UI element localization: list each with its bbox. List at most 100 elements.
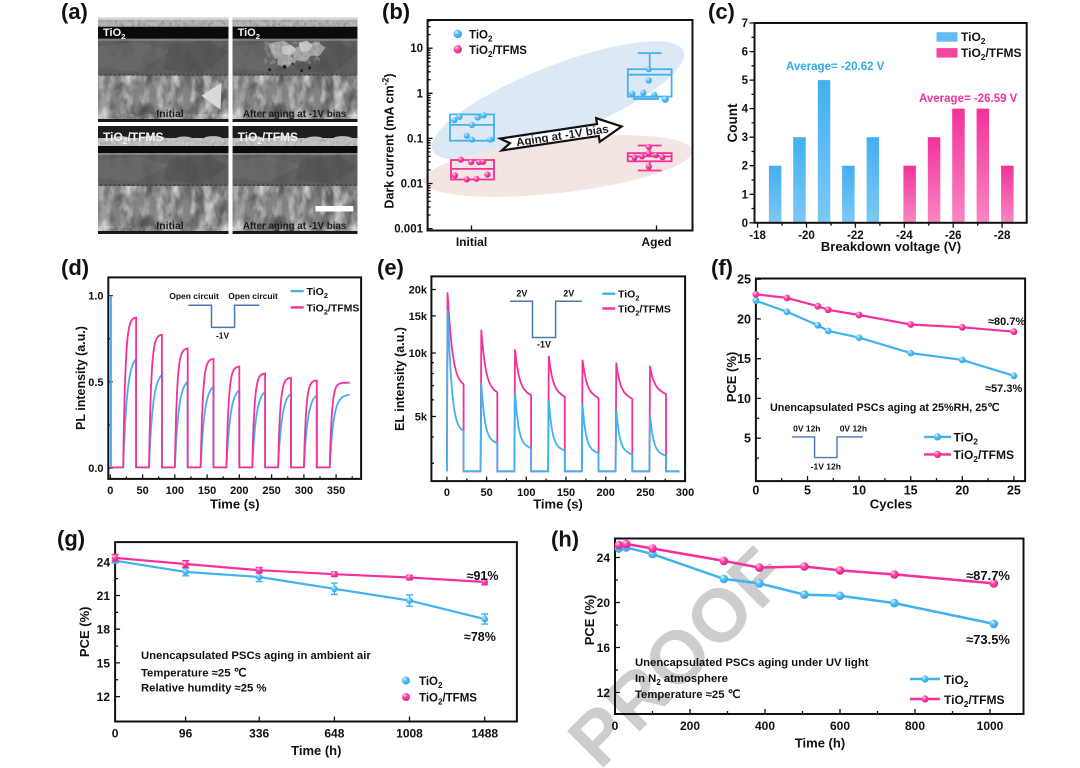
svg-text:(c): (c) xyxy=(708,0,735,24)
svg-text:≈78%: ≈78% xyxy=(464,630,496,644)
svg-text:96: 96 xyxy=(179,727,193,741)
svg-text:200: 200 xyxy=(597,487,615,499)
svg-text:-26: -26 xyxy=(945,230,962,242)
svg-text:25: 25 xyxy=(737,273,751,287)
svg-text:TiO2/TFMS: TiO2/TFMS xyxy=(618,304,671,318)
svg-text:Time (h): Time (h) xyxy=(291,743,341,758)
svg-text:200: 200 xyxy=(230,485,248,497)
svg-text:PCE (%): PCE (%) xyxy=(77,607,92,658)
svg-text:0: 0 xyxy=(742,218,748,230)
svg-text:6: 6 xyxy=(742,47,748,59)
svg-text:100: 100 xyxy=(166,485,184,497)
svg-text:(d): (d) xyxy=(61,255,89,280)
svg-text:Cycles: Cycles xyxy=(870,497,913,512)
svg-text:24: 24 xyxy=(597,551,611,565)
svg-text:Average= -20.62 V: Average= -20.62 V xyxy=(786,61,885,73)
svg-text:After aging at -1V bias: After aging at -1V bias xyxy=(243,109,347,120)
svg-text:PL intensity (a.u.): PL intensity (a.u.) xyxy=(74,326,88,430)
svg-text:Average= -26.59 V: Average= -26.59 V xyxy=(919,93,1018,105)
svg-text:0: 0 xyxy=(444,487,450,499)
svg-text:15: 15 xyxy=(904,484,918,498)
svg-text:Dark current (mA cm-2): Dark current (mA cm-2) xyxy=(380,73,396,208)
svg-text:15: 15 xyxy=(97,656,111,670)
svg-text:After aging at -1V bias: After aging at -1V bias xyxy=(243,221,347,232)
svg-text:PCE (%): PCE (%) xyxy=(724,352,739,403)
svg-text:-28: -28 xyxy=(994,230,1011,242)
svg-text:18: 18 xyxy=(97,623,111,637)
svg-text:10: 10 xyxy=(852,484,866,498)
svg-text:50: 50 xyxy=(136,485,148,497)
svg-text:-1V: -1V xyxy=(537,340,551,350)
svg-text:TiO2/TFMS: TiO2/TFMS xyxy=(419,693,477,707)
svg-text:15: 15 xyxy=(737,352,751,366)
svg-text:50: 50 xyxy=(480,487,492,499)
svg-text:Open circuit: Open circuit xyxy=(228,291,278,301)
svg-text:-18: -18 xyxy=(749,230,766,242)
svg-text:600: 600 xyxy=(830,719,850,733)
svg-text:648: 648 xyxy=(324,727,344,741)
svg-text:-1V 12h: -1V 12h xyxy=(811,462,841,472)
svg-text:Initial: Initial xyxy=(156,108,184,120)
svg-text:336: 336 xyxy=(249,727,269,741)
svg-text:≈91%: ≈91% xyxy=(467,569,499,583)
svg-text:5k: 5k xyxy=(415,412,428,424)
svg-text:300: 300 xyxy=(676,487,694,499)
svg-text:150: 150 xyxy=(198,485,216,497)
svg-text:In N2 atmosphere: In N2 atmosphere xyxy=(635,673,728,687)
svg-text:0: 0 xyxy=(752,484,759,498)
svg-text:100: 100 xyxy=(517,487,535,499)
svg-text:TiO2: TiO2 xyxy=(469,30,493,44)
svg-text:TiO2: TiO2 xyxy=(954,430,979,446)
svg-text:TiO2: TiO2 xyxy=(307,286,328,300)
svg-text:TiO2/TFMS: TiO2/TFMS xyxy=(469,45,527,59)
svg-text:Initial: Initial xyxy=(456,235,487,249)
svg-text:2: 2 xyxy=(742,161,748,173)
svg-text:0.001: 0.001 xyxy=(394,224,423,236)
svg-text:Time (s): Time (s) xyxy=(533,497,583,512)
svg-text:0.01: 0.01 xyxy=(401,179,424,191)
svg-text:0: 0 xyxy=(612,719,619,733)
svg-text:250: 250 xyxy=(262,485,280,497)
svg-text:Aged: Aged xyxy=(642,235,672,249)
svg-text:Time (s): Time (s) xyxy=(210,497,260,512)
svg-text:4: 4 xyxy=(742,104,749,116)
svg-text:0V 12h: 0V 12h xyxy=(793,424,820,434)
svg-text:≈87.7%: ≈87.7% xyxy=(966,568,1010,583)
svg-text:3: 3 xyxy=(742,132,748,144)
svg-text:350: 350 xyxy=(327,485,345,497)
svg-text:Relative humdity ≈25 %: Relative humdity ≈25 % xyxy=(141,683,267,695)
svg-text:(e): (e) xyxy=(377,255,404,280)
svg-text:0.0: 0.0 xyxy=(88,463,103,475)
svg-text:5: 5 xyxy=(744,432,751,446)
svg-text:(b): (b) xyxy=(382,0,410,24)
svg-text:Unencapsulated PSCs aging at 2: Unencapsulated PSCs aging at 25%RH, 25℃ xyxy=(770,402,999,414)
svg-text:12: 12 xyxy=(597,686,611,700)
svg-text:TiO2/TFMS: TiO2/TFMS xyxy=(961,46,1021,62)
svg-text:0: 0 xyxy=(112,727,119,741)
svg-text:150: 150 xyxy=(557,487,575,499)
svg-text:25: 25 xyxy=(1007,484,1021,498)
svg-text:1: 1 xyxy=(417,88,424,100)
svg-text:TiO2: TiO2 xyxy=(944,673,969,689)
svg-text:21: 21 xyxy=(97,589,111,603)
svg-text:(h): (h) xyxy=(551,527,579,552)
svg-text:10k: 10k xyxy=(409,348,428,360)
svg-text:20: 20 xyxy=(597,596,611,610)
svg-text:250: 250 xyxy=(636,487,654,499)
svg-text:TiO2/TFMS: TiO2/TFMS xyxy=(238,130,298,146)
svg-text:2V: 2V xyxy=(563,289,574,299)
svg-text:TiO2: TiO2 xyxy=(103,27,125,41)
svg-text:Unencapsulated PSCs aging in a: Unencapsulated PSCs aging in ambient air xyxy=(141,650,371,662)
svg-text:Temperature ≈25 ℃: Temperature ≈25 ℃ xyxy=(141,668,246,680)
svg-text:-1V: -1V xyxy=(216,331,230,341)
svg-text:TiO2: TiO2 xyxy=(238,27,260,41)
svg-text:TiO2/TFMS: TiO2/TFMS xyxy=(103,130,163,146)
svg-text:5: 5 xyxy=(804,484,811,498)
svg-text:300: 300 xyxy=(295,485,313,497)
svg-text:-20: -20 xyxy=(798,230,815,242)
svg-text:Time (h): Time (h) xyxy=(795,736,845,751)
svg-text:10: 10 xyxy=(410,43,423,55)
svg-text:0V 12h: 0V 12h xyxy=(840,424,867,434)
svg-text:1.0: 1.0 xyxy=(88,291,103,303)
svg-text:-22: -22 xyxy=(847,230,864,242)
